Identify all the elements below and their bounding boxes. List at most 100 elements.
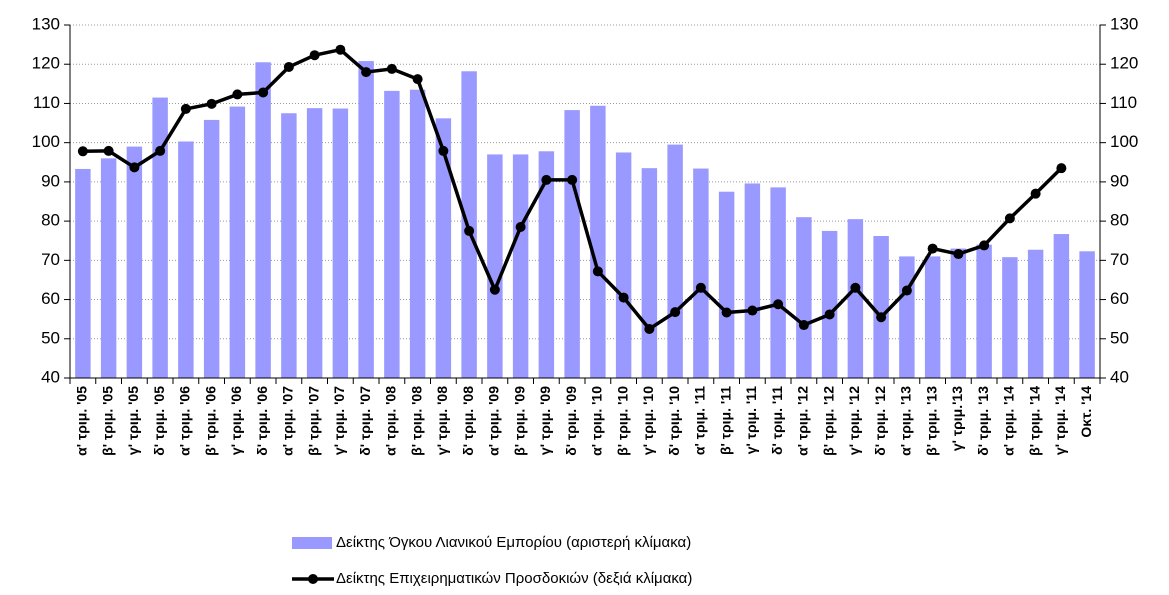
x-tick-label: α' τριμ. '08 xyxy=(383,386,399,456)
x-tick-label: α' τριμ. '10 xyxy=(589,386,605,456)
bar xyxy=(203,119,220,378)
bar xyxy=(1079,251,1095,378)
legend-marker xyxy=(308,574,318,584)
x-tick-label: β' τριμ. '11 xyxy=(717,386,733,455)
bar xyxy=(847,219,864,378)
point xyxy=(386,63,397,74)
point xyxy=(567,174,578,185)
bar xyxy=(976,244,992,378)
point xyxy=(335,44,346,55)
point xyxy=(206,98,217,109)
point xyxy=(464,225,475,236)
y2-tick-label: 60 xyxy=(1110,289,1129,308)
x-tick-label: α' τριμ. '14 xyxy=(1001,386,1017,456)
y2-tick-label: 90 xyxy=(1110,171,1129,190)
point xyxy=(1056,163,1067,174)
y-tick-label: 100 xyxy=(32,132,60,151)
bar xyxy=(615,152,632,378)
bar xyxy=(281,113,297,378)
bar xyxy=(75,168,91,378)
bar xyxy=(435,118,452,379)
bar xyxy=(1027,249,1044,378)
bar xyxy=(512,154,529,378)
y2-tick-label: 100 xyxy=(1110,132,1138,151)
point xyxy=(618,292,629,303)
x-tick-label: α' τριμ. '09 xyxy=(486,386,502,456)
y2-tick-label: 120 xyxy=(1110,54,1138,73)
point xyxy=(180,103,191,114)
point xyxy=(283,61,294,72)
x-tick-label: γ' τριμ. '10 xyxy=(640,386,656,455)
legend-swatch xyxy=(292,537,332,549)
y-tick-label: 130 xyxy=(32,14,60,33)
x-tick-label: α' τριμ. '05 xyxy=(74,386,90,456)
x-tick-label: β' τριμ. '12 xyxy=(820,386,836,456)
bar xyxy=(744,183,761,378)
x-tick-label: δ' τριμ. '09 xyxy=(563,386,579,456)
bar xyxy=(873,236,889,378)
bar xyxy=(306,108,323,378)
x-tick-label: γ' τριμ. '12 xyxy=(846,386,862,455)
bar xyxy=(409,89,426,378)
y2-tick-label: 50 xyxy=(1110,328,1129,347)
x-tick-label: γ' τριμ. '08 xyxy=(434,386,450,455)
x-tick-label: δ' τριμ. '06 xyxy=(254,386,270,456)
point xyxy=(489,284,500,295)
point xyxy=(592,266,603,277)
point xyxy=(541,174,552,185)
y-tick-label: 90 xyxy=(41,171,60,190)
y-tick-label: 50 xyxy=(41,328,60,347)
point xyxy=(155,145,166,156)
bar xyxy=(950,248,967,378)
point xyxy=(438,145,449,156)
point xyxy=(695,282,706,293)
y-tick-label: 60 xyxy=(41,289,60,308)
x-tick-label: δ' τριμ. '12 xyxy=(872,386,888,456)
y-tick-label: 110 xyxy=(33,93,60,112)
bar xyxy=(899,256,915,378)
bar xyxy=(384,90,400,378)
bar xyxy=(667,144,683,378)
point xyxy=(979,240,990,251)
y2-tick-label: 40 xyxy=(1110,367,1129,386)
point xyxy=(258,87,269,98)
point xyxy=(1030,188,1041,199)
legend-label: Δείκτης Επιχειρηματικών Προσδοκιών (δεξι… xyxy=(336,570,692,587)
bar xyxy=(1002,257,1018,378)
x-tick-label: β' τριμ. '06 xyxy=(202,386,218,456)
y-tick-label: 80 xyxy=(41,211,60,230)
x-tick-label: β' τριμ. '08 xyxy=(408,386,424,456)
point xyxy=(721,307,732,318)
point xyxy=(129,162,140,173)
x-tick-label: γ' τριμ.'13 xyxy=(949,386,965,451)
x-tick-label: α' τριμ. '06 xyxy=(177,386,193,456)
bar xyxy=(1053,234,1070,378)
point xyxy=(644,323,655,334)
point xyxy=(1004,213,1015,224)
y2-tick-label: 110 xyxy=(1110,93,1137,112)
x-tick-label: γ' τριμ. '09 xyxy=(537,386,553,455)
bar xyxy=(590,105,606,378)
bar xyxy=(796,217,812,378)
bar xyxy=(770,187,786,378)
x-tick-label: β' τριμ. '07 xyxy=(305,386,321,456)
x-tick-label: α' τριμ. '11 xyxy=(692,386,708,455)
y2-tick-label: 130 xyxy=(1110,14,1138,33)
point xyxy=(515,221,526,232)
point xyxy=(798,320,809,331)
x-tick-label: β' τριμ. '14 xyxy=(1026,386,1042,456)
x-tick-label: δ' τριμ. '11 xyxy=(769,386,785,455)
point xyxy=(103,145,114,156)
x-tick-label: δ' τριμ. '07 xyxy=(357,386,373,456)
bar xyxy=(152,97,168,379)
point xyxy=(773,299,784,310)
point xyxy=(77,146,88,157)
bar xyxy=(100,158,117,378)
point xyxy=(309,50,320,61)
y2-tick-label: 70 xyxy=(1110,250,1129,269)
x-tick-label: γ' τριμ. '07 xyxy=(331,386,347,455)
x-tick-label: γ' τριμ. '14 xyxy=(1052,386,1068,455)
x-tick-label: α' τριμ. '13 xyxy=(898,386,914,456)
bar xyxy=(564,110,580,379)
